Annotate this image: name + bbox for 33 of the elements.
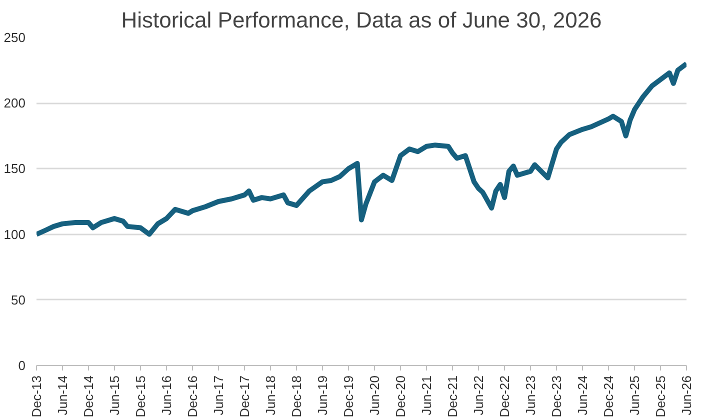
x-tick-label: Dec-14 (80, 375, 96, 418)
x-tick-label: Jun-24 (575, 376, 590, 416)
x-tick-label: Jun-19 (314, 376, 330, 416)
x-tick-label: Dec-23 (549, 375, 564, 418)
x-tick-label: Dec-20 (393, 375, 408, 418)
x-tick-label: Dec-25 (653, 375, 668, 418)
x-tick-label: Dec-15 (132, 375, 148, 418)
x-tick-label: Jun-21 (419, 376, 434, 416)
x-tick-label: Dec-21 (445, 375, 460, 418)
y-tick-label: 50 (11, 292, 26, 308)
x-tick-label: Jun-23 (522, 376, 538, 416)
x-tick-label: Jun-20 (367, 376, 382, 416)
x-tick-label: Jun-14 (54, 376, 70, 416)
x-tick-label: Jun-18 (262, 376, 278, 416)
x-tick-label: Dec-24 (601, 375, 616, 418)
x-tick-label: Dec-22 (497, 375, 512, 418)
x-tick-label: Jun-16 (159, 376, 174, 416)
x-tick-label: Jun-22 (470, 376, 486, 416)
x-tick-label: Jun-17 (210, 376, 226, 416)
x-tick-label: Jun-25 (627, 376, 642, 416)
y-tick-label: 100 (4, 226, 26, 242)
y-tick-label: 250 (4, 30, 26, 45)
x-tick-label: Dec-16 (185, 375, 200, 418)
x-tick-label: Jun-15 (106, 376, 122, 416)
x-tick-label: Jun-26 (679, 376, 694, 416)
x-tick-label: Dec-17 (237, 375, 252, 418)
chart-title: Historical Performance, Data as of June 30, 2026 (121, 8, 602, 32)
x-tick-label: Dec-18 (289, 375, 304, 418)
y-tick-label: 150 (4, 161, 26, 176)
y-tick-label: 200 (4, 96, 26, 111)
x-tick-label: Dec-13 (29, 375, 44, 418)
y-tick-label: 0 (18, 358, 26, 373)
x-tick-label: Dec-19 (340, 375, 356, 418)
